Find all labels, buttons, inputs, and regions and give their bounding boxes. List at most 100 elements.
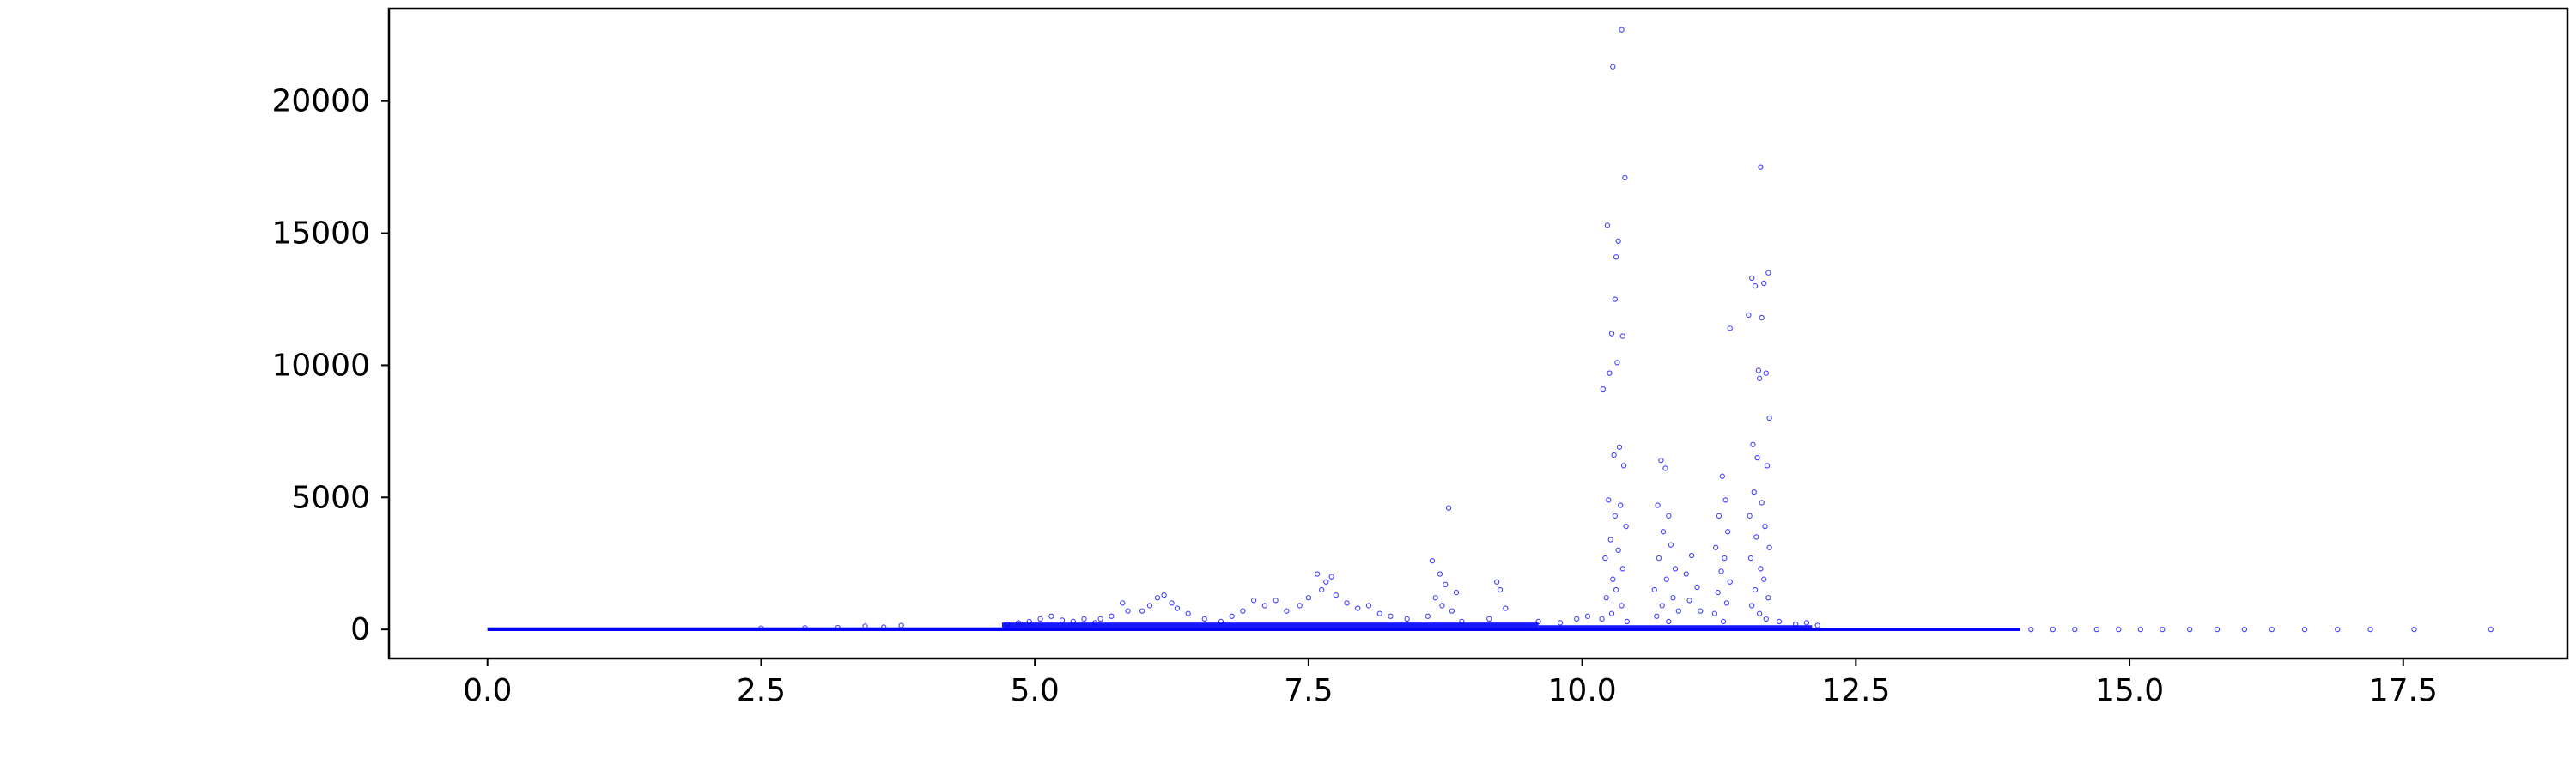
data-point xyxy=(1613,586,1619,593)
data-point xyxy=(1750,441,1756,447)
data-point xyxy=(1749,275,1755,282)
data-point xyxy=(1139,608,1145,614)
data-point xyxy=(1154,595,1161,601)
data-point xyxy=(1376,610,1382,616)
data-point xyxy=(1297,603,1303,609)
data-point xyxy=(1765,270,1771,276)
data-point xyxy=(1655,502,1661,508)
data-point xyxy=(1663,576,1669,582)
data-point xyxy=(1535,618,1541,625)
data-point xyxy=(1675,608,1681,614)
data-point xyxy=(1070,618,1076,625)
data-point xyxy=(1429,557,1436,564)
data-point xyxy=(1618,502,1624,508)
data-point xyxy=(1761,280,1767,287)
data-point xyxy=(1437,571,1443,577)
data-point xyxy=(1109,613,1115,619)
data-point xyxy=(1365,603,1372,609)
data-point xyxy=(802,625,808,631)
data-point xyxy=(1251,598,1257,604)
data-point xyxy=(1725,529,1731,535)
data-point xyxy=(1720,618,1727,625)
data-point xyxy=(1666,513,1672,519)
data-point xyxy=(1727,325,1733,331)
data-point xyxy=(1092,620,1098,626)
data-point xyxy=(2269,627,2275,633)
data-point xyxy=(1764,463,1771,469)
data-point xyxy=(1615,547,1621,553)
data-point xyxy=(1719,473,1725,479)
data-point xyxy=(2137,627,2143,633)
x-tick-label: 17.5 xyxy=(2369,673,2438,708)
data-point xyxy=(1722,555,1728,562)
data-point xyxy=(1606,497,1612,503)
data-point xyxy=(2187,627,2193,633)
x-tick-label: 0.0 xyxy=(463,673,512,708)
data-point xyxy=(1715,589,1721,596)
data-point xyxy=(1314,571,1321,577)
data-point xyxy=(1497,586,1504,593)
data-point xyxy=(2335,627,2341,633)
data-point xyxy=(1619,333,1625,339)
data-point xyxy=(1659,603,1665,609)
data-point xyxy=(1059,617,1066,623)
data-point xyxy=(2367,627,2373,633)
data-point xyxy=(1305,595,1312,601)
data-point xyxy=(1765,595,1771,601)
x-tick-label: 2.5 xyxy=(737,673,786,708)
data-point xyxy=(1749,603,1755,609)
data-point xyxy=(1603,595,1609,601)
data-point xyxy=(2301,627,2308,633)
data-point xyxy=(1712,544,1719,550)
data-point xyxy=(1201,616,1207,622)
data-point xyxy=(1604,222,1611,228)
data-point xyxy=(1615,238,1621,244)
data-point xyxy=(2093,627,2099,633)
data-point xyxy=(1753,534,1759,540)
data-point xyxy=(1328,574,1334,580)
data-point xyxy=(1761,576,1767,582)
data-point xyxy=(1762,523,1768,530)
data-point xyxy=(1608,610,1615,616)
data-point xyxy=(1751,489,1757,495)
data-point xyxy=(1656,555,1662,562)
data-point xyxy=(1758,566,1764,572)
data-point xyxy=(1453,589,1460,596)
data-point xyxy=(1716,513,1722,519)
data-point xyxy=(1037,616,1043,622)
data-point xyxy=(1125,608,1131,614)
data-point xyxy=(1146,603,1153,609)
data-point xyxy=(1651,586,1657,593)
data-point xyxy=(1610,64,1616,70)
data-point xyxy=(1607,370,1613,376)
data-point xyxy=(1584,613,1591,619)
data-point xyxy=(835,624,841,631)
data-point xyxy=(1459,618,1465,625)
x-tick-label: 10.0 xyxy=(1548,673,1617,708)
data-point xyxy=(1759,314,1765,321)
data-point xyxy=(1439,603,1445,609)
data-point xyxy=(1388,613,1394,619)
data-point xyxy=(1758,164,1764,170)
data-point xyxy=(1120,600,1126,606)
data-point xyxy=(1161,592,1167,598)
data-point xyxy=(1610,576,1616,582)
data-point xyxy=(1620,463,1627,469)
data-point xyxy=(1666,618,1672,625)
data-point xyxy=(1229,613,1235,619)
y-tick-label: 10000 xyxy=(271,348,370,383)
data-point xyxy=(1654,613,1660,619)
data-point xyxy=(1218,618,1224,625)
data-point xyxy=(1686,598,1692,604)
data-point xyxy=(2072,627,2078,633)
data-point xyxy=(2488,627,2494,633)
data-point xyxy=(1284,608,1290,614)
data-point xyxy=(1432,595,1438,601)
data-point xyxy=(1619,27,1625,33)
data-point xyxy=(1660,529,1667,535)
data-point xyxy=(1619,566,1625,572)
data-point xyxy=(1759,500,1765,506)
data-point xyxy=(1611,452,1617,458)
data-point xyxy=(1727,579,1733,585)
